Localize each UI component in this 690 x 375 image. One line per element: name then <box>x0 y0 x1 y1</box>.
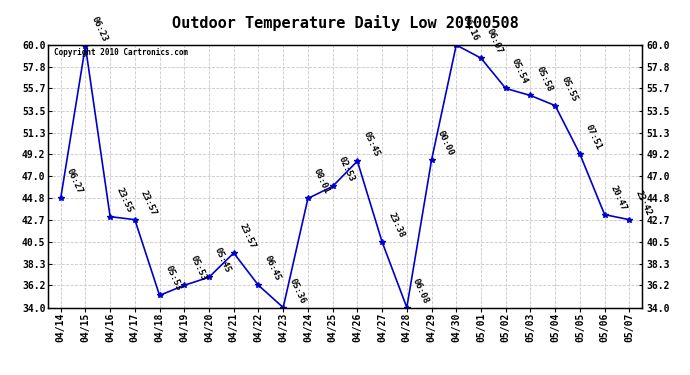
Text: 05:45: 05:45 <box>213 246 233 274</box>
Text: 05:55: 05:55 <box>560 75 579 103</box>
Text: 20:47: 20:47 <box>609 184 629 212</box>
Text: 05:36: 05:36 <box>287 276 307 305</box>
Text: 23:42: 23:42 <box>633 189 653 217</box>
Text: 23:57: 23:57 <box>238 222 257 250</box>
Text: 06:23: 06:23 <box>90 15 109 43</box>
Text: 05:58: 05:58 <box>535 64 554 93</box>
Text: 06:45: 06:45 <box>263 254 282 282</box>
Text: 06:07: 06:07 <box>485 27 504 56</box>
Text: 05:53: 05:53 <box>188 254 208 282</box>
Text: 02:53: 02:53 <box>337 155 356 184</box>
Text: 05:45: 05:45 <box>362 130 381 158</box>
Text: 06:08: 06:08 <box>411 276 431 305</box>
Text: Outdoor Temperature Daily Low 20100508: Outdoor Temperature Daily Low 20100508 <box>172 15 518 31</box>
Text: 07:51: 07:51 <box>584 123 604 151</box>
Text: 23:57: 23:57 <box>139 189 159 217</box>
Text: 00:00: 00:00 <box>435 129 455 158</box>
Text: 23:38: 23:38 <box>386 211 406 239</box>
Text: 05:53: 05:53 <box>164 264 184 292</box>
Text: 23:55: 23:55 <box>115 186 134 214</box>
Text: 06:16: 06:16 <box>460 14 480 42</box>
Text: 08:01: 08:01 <box>312 168 332 196</box>
Text: 05:54: 05:54 <box>510 57 529 86</box>
Text: 06:27: 06:27 <box>65 168 84 196</box>
Text: Copyright 2010 Cartronics.com: Copyright 2010 Cartronics.com <box>55 48 188 57</box>
